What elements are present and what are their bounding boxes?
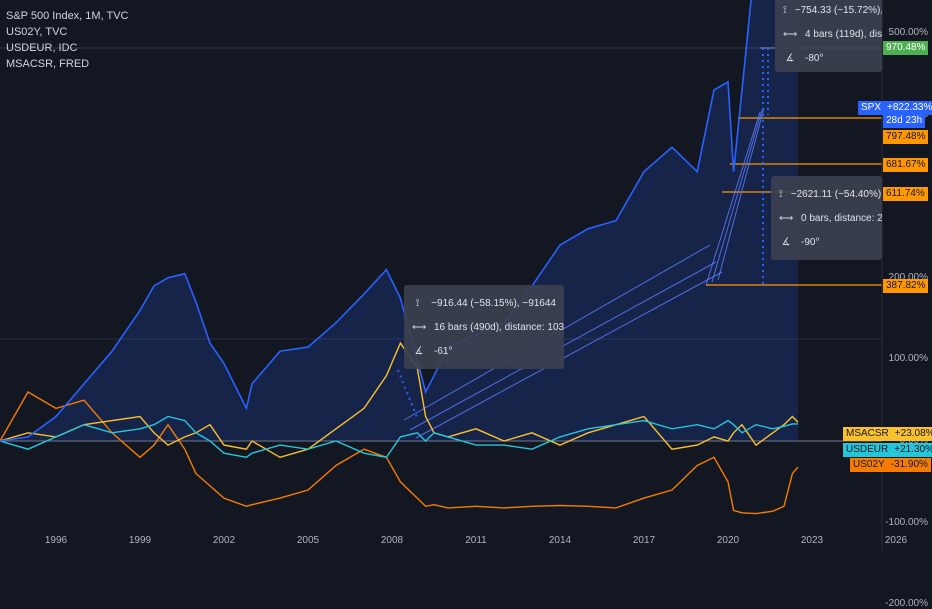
trend-line[interactable] bbox=[717, 107, 765, 281]
legend-spx[interactable]: S&P 500 Index, 1M, TVC bbox=[6, 10, 129, 22]
x-tick-label: 2026 bbox=[884, 535, 908, 546]
measure-box-top[interactable]: ⟟ −754.33 (−15.72%), −7 ⟷ 4 bars (119d), d… bbox=[775, 0, 882, 72]
spx-countdown-tag: 28d 23h bbox=[883, 114, 926, 128]
price-range-icon: ⟟ bbox=[415, 297, 420, 309]
bars-range-icon: ⟷ bbox=[779, 212, 794, 224]
x-tick-label: 2011 bbox=[465, 535, 487, 546]
level-tag-2: 681.67% bbox=[883, 158, 929, 172]
msacsr-tag-value: +23.08% bbox=[894, 428, 932, 439]
x-tick-label: 2017 bbox=[632, 535, 656, 546]
legend-usdeur[interactable]: USDEUR, IDC bbox=[6, 42, 78, 54]
level-tag-1: 797.48% bbox=[883, 130, 929, 144]
msacsr-line bbox=[0, 341, 799, 459]
x-tick-label: 1999 bbox=[128, 535, 152, 546]
x-tick-label: 2014 bbox=[548, 535, 572, 546]
y-tick-label: 200.00% bbox=[888, 271, 928, 283]
legend-us02y[interactable]: US02Y, TVC bbox=[6, 26, 68, 38]
msacsr-tag-name: MSACSR bbox=[846, 428, 889, 439]
measure-mid-angle: -90° bbox=[801, 236, 820, 248]
measure-top-angle: -80° bbox=[805, 52, 824, 64]
bars-range-icon: ⟷ bbox=[783, 28, 798, 40]
level-tag-4: 387.82% bbox=[883, 279, 929, 293]
x-tick-label: 2008 bbox=[380, 535, 404, 546]
measure-box-left[interactable]: ⟟ −916.44 (−58.15%), −91644 ⟷ 16 bars (490… bbox=[404, 285, 564, 369]
x-tick-label: 2005 bbox=[296, 535, 320, 546]
y-tick-label: -100.00% bbox=[885, 516, 928, 528]
peak-tag: 970.48% bbox=[883, 41, 929, 55]
x-tick-label: 2020 bbox=[716, 535, 740, 546]
spx-price-tag: SPX +822.33% bbox=[858, 101, 932, 115]
chart-legend: S&P 500 Index, 1M, TVC US02Y, TVC USDEUR… bbox=[6, 8, 129, 72]
usdeur-price-tag: USDEUR +21.30% bbox=[843, 443, 932, 457]
trend-line[interactable] bbox=[711, 109, 763, 283]
y-tick-label: -200.00% bbox=[885, 598, 928, 609]
angle-icon: ∡ bbox=[785, 52, 795, 64]
y-tick-label: 100.00% bbox=[888, 353, 928, 365]
measure-left-angle: -61° bbox=[434, 345, 453, 357]
measure-top-bars: 4 bars (119d), distance: bbox=[805, 28, 882, 40]
us02y-price-tag: US02Y -31.90% bbox=[850, 458, 931, 472]
spx-tag-value: +822.33% bbox=[887, 102, 932, 113]
us02y-tag-name: US02Y bbox=[853, 459, 885, 470]
spx-line bbox=[0, 0, 752, 442]
measure-dotted-lines[interactable] bbox=[397, 48, 769, 421]
usdeur-tag-name: USDEUR bbox=[846, 444, 889, 455]
price-range-icon: ⟟ bbox=[783, 4, 787, 16]
us02y-tag-value: -31.90% bbox=[890, 459, 928, 470]
measure-box-mid[interactable]: ⟟ −2621.11 (−54.40%), −7 ⟷ 0 bars, distanc… bbox=[771, 176, 882, 260]
us02y-line bbox=[0, 391, 799, 515]
bars-range-icon: ⟷ bbox=[412, 321, 427, 333]
price-range-icon: ⟟ bbox=[779, 188, 783, 200]
usdeur-tag-value: +21.30% bbox=[894, 444, 932, 455]
x-tick-label: 2023 bbox=[800, 535, 824, 546]
price-chart[interactable] bbox=[0, 0, 932, 550]
spx-tag-name: SPX bbox=[861, 102, 882, 113]
angle-icon: ∡ bbox=[781, 236, 791, 248]
measure-top-price: −754.33 (−15.72%), −7 bbox=[794, 4, 882, 16]
trend-line[interactable] bbox=[415, 271, 723, 439]
y-tick-label: 500.00% bbox=[888, 26, 928, 38]
measure-mid-price: −2621.11 (−54.40%), −7 bbox=[790, 188, 882, 200]
measure-left-bars: 16 bars (490d), distance: 103 px bbox=[434, 321, 564, 333]
level-tag-3: 611.74% bbox=[883, 187, 928, 201]
x-tick-label: 2002 bbox=[212, 535, 236, 546]
msacsr-price-tag: MSACSR +23.08% bbox=[843, 427, 932, 441]
legend-msacsr[interactable]: MSACSR, FRED bbox=[6, 58, 90, 70]
angle-icon: ∡ bbox=[414, 345, 424, 357]
measure-mid-bars: 0 bars, distance: 256 p bbox=[801, 212, 882, 224]
trend-line[interactable] bbox=[705, 111, 761, 286]
measure-left-price: −916.44 (−58.15%), −91644 bbox=[431, 297, 556, 309]
spx-area-fill bbox=[0, 0, 798, 441]
x-tick-label: 1996 bbox=[44, 535, 68, 546]
usdeur-line bbox=[0, 415, 798, 459]
